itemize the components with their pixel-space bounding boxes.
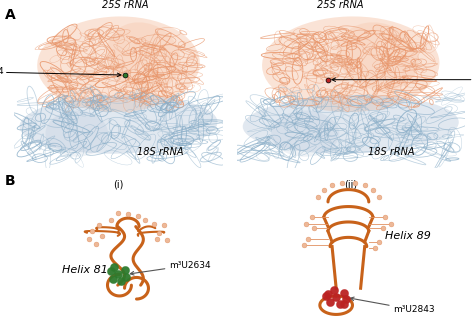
Ellipse shape	[37, 16, 200, 112]
Text: (ii): (ii)	[344, 180, 357, 190]
Ellipse shape	[243, 95, 459, 154]
Ellipse shape	[337, 22, 419, 91]
Ellipse shape	[262, 16, 439, 112]
Text: m³U2634: m³U2634	[0, 67, 121, 77]
Text: 25S rRNA: 25S rRNA	[102, 0, 148, 10]
Text: 25S rRNA: 25S rRNA	[317, 0, 363, 10]
Ellipse shape	[19, 95, 218, 154]
Text: Helix 81: Helix 81	[62, 265, 108, 275]
Text: m³U2634: m³U2634	[130, 261, 210, 275]
Ellipse shape	[46, 111, 108, 157]
Text: Helix 89: Helix 89	[385, 231, 431, 241]
Text: B: B	[5, 174, 15, 188]
Ellipse shape	[106, 22, 181, 91]
Text: 18S rRNA: 18S rRNA	[137, 147, 183, 157]
Text: m³U2843: m³U2843	[332, 75, 474, 84]
Text: A: A	[5, 8, 16, 22]
Text: (i): (i)	[113, 180, 124, 190]
Text: m³U2843: m³U2843	[350, 297, 435, 314]
Ellipse shape	[271, 111, 339, 157]
Text: 18S rRNA: 18S rRNA	[368, 147, 415, 157]
